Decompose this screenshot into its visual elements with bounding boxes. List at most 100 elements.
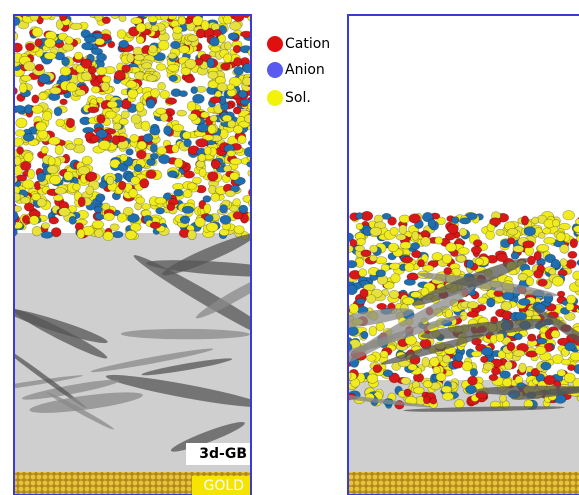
molecule	[233, 125, 242, 133]
molecule	[217, 83, 227, 92]
molecule	[81, 59, 92, 69]
molecule	[54, 107, 62, 116]
molecule	[404, 279, 415, 286]
molecule	[442, 254, 452, 264]
molecule	[247, 12, 257, 22]
molecule	[370, 255, 378, 262]
molecule	[134, 164, 142, 172]
molecule	[155, 198, 166, 205]
molecule	[356, 298, 365, 304]
molecule	[206, 223, 218, 232]
molecule	[514, 333, 522, 339]
molecule	[234, 66, 244, 75]
molecule	[136, 36, 144, 43]
molecule	[515, 312, 527, 320]
molecule	[470, 368, 478, 376]
molecule	[177, 110, 187, 116]
molecule	[511, 252, 519, 259]
molecule	[94, 229, 103, 237]
molecule	[30, 12, 38, 21]
molecule	[402, 256, 413, 263]
molecule	[367, 355, 377, 362]
molecule	[483, 363, 493, 370]
molecule	[112, 135, 120, 144]
molecule	[84, 36, 96, 43]
molecule	[537, 244, 549, 252]
molecule	[496, 229, 504, 235]
molecule	[110, 9, 119, 19]
molecule	[136, 197, 145, 204]
molecule	[86, 172, 97, 181]
molecule	[75, 90, 85, 96]
molecule	[563, 210, 575, 220]
molecule	[207, 58, 214, 68]
molecule	[168, 171, 178, 178]
molecule	[66, 83, 77, 92]
molecule	[204, 204, 211, 214]
molecule	[551, 330, 560, 338]
molecule	[412, 231, 419, 240]
molecule	[172, 124, 183, 131]
molecule	[356, 213, 363, 220]
molecule	[96, 53, 106, 61]
molecule	[191, 87, 198, 94]
molecule	[552, 220, 559, 227]
molecule	[389, 263, 400, 270]
molecule	[396, 234, 406, 240]
molecule	[146, 99, 155, 109]
molecule	[187, 183, 196, 190]
molecule	[160, 12, 169, 20]
molecule	[62, 57, 70, 66]
molecule	[199, 168, 206, 177]
molecule	[230, 22, 242, 31]
molecule	[570, 239, 578, 248]
molecule	[197, 124, 209, 133]
molecule	[113, 231, 124, 238]
molecule	[105, 111, 116, 119]
molecule	[356, 223, 363, 229]
legend: Cation Anion Sol.	[267, 36, 330, 106]
molecule	[173, 26, 182, 33]
molecule	[244, 114, 253, 122]
molecule	[200, 112, 209, 118]
molecule	[131, 114, 141, 123]
molecule	[26, 43, 35, 51]
molecule	[481, 347, 493, 355]
molecule	[156, 64, 166, 71]
molecule	[107, 176, 114, 185]
molecule	[8, 87, 17, 95]
molecule	[355, 245, 365, 251]
molecule	[42, 223, 50, 229]
molecule	[541, 362, 551, 370]
molecule	[471, 351, 482, 357]
legend-swatch	[267, 36, 283, 52]
molecule	[455, 352, 463, 361]
molecule	[513, 245, 524, 252]
molecule	[158, 40, 169, 50]
molecule	[389, 290, 399, 298]
molecule	[127, 54, 134, 63]
molecule	[428, 219, 436, 228]
molecule	[238, 90, 247, 98]
molecule	[473, 240, 482, 247]
molecule	[55, 188, 67, 195]
molecule	[168, 53, 177, 59]
molecule	[92, 220, 103, 229]
molecule	[102, 17, 110, 24]
molecule	[226, 190, 236, 196]
molecule	[159, 155, 170, 164]
molecule	[19, 83, 27, 93]
molecule	[223, 15, 231, 24]
molecule	[367, 295, 376, 304]
molecule	[455, 399, 465, 408]
molecule	[73, 183, 81, 190]
molecule	[169, 75, 178, 81]
molecule	[37, 198, 46, 207]
molecule	[42, 111, 52, 121]
molecule	[184, 76, 194, 83]
electrode-label: 3d-GB	[199, 446, 247, 462]
molecule	[400, 242, 412, 249]
molecule	[359, 269, 367, 277]
molecule	[150, 127, 160, 135]
molecule	[487, 298, 496, 307]
